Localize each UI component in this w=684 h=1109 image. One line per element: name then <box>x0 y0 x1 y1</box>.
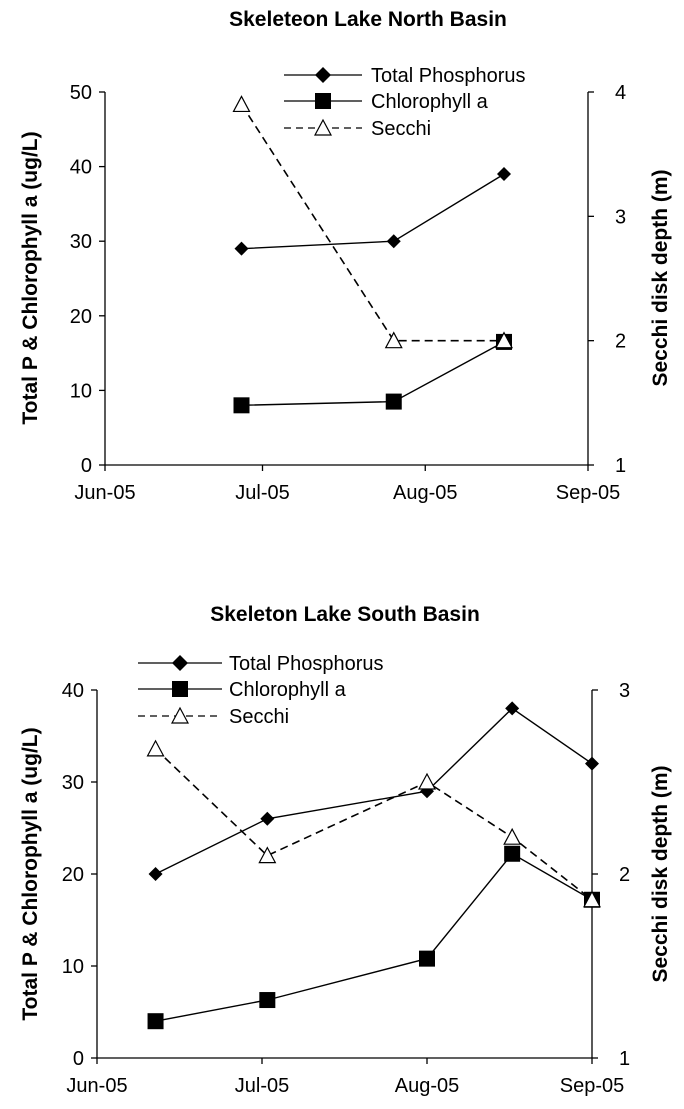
point-secchi <box>503 827 522 845</box>
y-axis-left-label: Total P & Chlorophyll a (ug/L) <box>19 727 42 1020</box>
x-tick-label: Jul-05 <box>235 482 289 504</box>
point-total-phosphorus <box>505 701 520 716</box>
series-markers <box>232 95 513 414</box>
y-axis-left-label-text: Total P & Chlorophyll a (ug/L) <box>19 131 42 424</box>
y-right-tick-label: 1 <box>619 1048 630 1070</box>
series-line-chlorophyll-a <box>241 341 505 406</box>
y-axis-right-label: Secchi disk depth (m) <box>649 169 672 386</box>
legend: Total Phosphorus Chlorophyll a Secchi <box>138 653 384 728</box>
point-secchi <box>583 890 601 908</box>
legend-marker-square <box>315 93 331 109</box>
series-line-total-phosphorus <box>155 707 593 875</box>
point-secchi <box>418 772 436 790</box>
legend-marker-triangle <box>171 706 189 724</box>
x-tick-label: Sep-05 <box>560 1075 625 1097</box>
y-right-tick-label: 2 <box>615 331 626 353</box>
point-total-phosphorus <box>148 867 163 881</box>
chart-title: Skeleteon Lake North Basin <box>229 8 507 31</box>
legend-label-secchi: Secchi <box>229 706 289 728</box>
series-line-total-phosphorus <box>241 173 505 250</box>
y-left-tick-label: 0 <box>81 455 92 477</box>
y-right-tick-label: 3 <box>619 680 630 702</box>
point-total-phosphorus <box>585 756 599 771</box>
legend-marker-diamond <box>172 655 188 671</box>
x-tick-label: Jul-05 <box>235 1075 289 1097</box>
legend-label-chlorophyll: Chlorophyll a <box>229 679 347 701</box>
y-left-tick-label: 30 <box>70 231 92 253</box>
x-tick-label: Aug-05 <box>393 482 458 504</box>
axes: 0 10 20 30 40 50 1 2 3 4 Jun-05 Jul-05 Aug-05 Sep-05 <box>70 82 626 504</box>
y-axis-right-label-text: Secchi disk depth (m) <box>649 169 672 386</box>
point-secchi <box>258 846 277 864</box>
y-left-tick-label: 50 <box>70 82 92 104</box>
y-left-tick-label: 20 <box>70 306 92 328</box>
series-lines <box>240 103 505 406</box>
chart-north-basin: Skeleteon Lake North Basin Total P & Chl… <box>19 8 672 504</box>
legend-label-chlorophyll: Chlorophyll a <box>371 91 489 113</box>
y-left-tick-label: 40 <box>62 680 84 702</box>
chart-south-basin: Skeleton Lake South Basin Total P & Chlo… <box>19 603 672 1097</box>
series-line-secchi <box>240 103 504 342</box>
point-total-phosphorus <box>260 811 275 826</box>
legend-marker-triangle <box>314 118 332 136</box>
y-axis-right-label-text: Secchi disk depth (m) <box>649 765 672 982</box>
point-chlorophyll-a <box>147 1013 164 1030</box>
y-left-tick-label: 30 <box>62 772 84 794</box>
y-left-tick-label: 20 <box>62 864 84 886</box>
legend-marker-diamond <box>315 67 331 83</box>
y-left-tick-label: 10 <box>62 956 84 978</box>
x-tick-label: Sep-05 <box>556 482 621 504</box>
y-left-tick-label: 0 <box>73 1048 84 1070</box>
axes: 0 10 20 30 40 1 2 3 Jun-05 Jul-05 Aug-05 Sep-05 <box>62 680 630 1097</box>
point-secchi <box>146 739 165 757</box>
point-secchi <box>232 95 251 113</box>
legend-marker-square <box>172 681 188 697</box>
point-total-phosphorus <box>234 241 249 256</box>
x-tick-label: Jun-05 <box>66 1075 127 1097</box>
y-axis-left-label-text: Total P & Chlorophyll a (ug/L) <box>19 727 42 1020</box>
point-chlorophyll-a <box>385 393 402 410</box>
legend-label-total-phosphorus: Total Phosphorus <box>371 65 526 87</box>
x-tick-label: Jun-05 <box>74 482 135 504</box>
y-right-tick-label: 3 <box>615 206 626 228</box>
y-right-tick-label: 1 <box>615 455 626 477</box>
point-secchi <box>495 331 513 349</box>
point-total-phosphorus <box>386 234 401 249</box>
y-left-tick-label: 10 <box>70 380 92 402</box>
y-right-tick-label: 4 <box>615 82 626 104</box>
point-chlorophyll-a <box>259 992 276 1009</box>
series-markers <box>146 701 601 1030</box>
point-chlorophyll-a <box>233 397 250 414</box>
point-chlorophyll-a <box>504 845 521 862</box>
point-chlorophyll-a <box>419 950 435 967</box>
y-axis-right-label: Secchi disk depth (m) <box>649 765 672 982</box>
x-tick-label: Aug-05 <box>395 1075 460 1097</box>
series-line-secchi <box>154 748 593 901</box>
legend-label-secchi: Secchi <box>371 118 431 140</box>
series-lines <box>154 707 593 1022</box>
y-right-tick-label: 2 <box>619 864 630 886</box>
legend: Total Phosphorus Chlorophyll a Secchi <box>284 65 526 140</box>
y-axis-left-label: Total P & Chlorophyll a (ug/L) <box>19 131 42 424</box>
point-secchi <box>384 331 403 349</box>
legend-label-total-phosphorus: Total Phosphorus <box>229 653 384 675</box>
point-total-phosphorus <box>497 167 511 182</box>
series-line-chlorophyll-a <box>155 852 593 1022</box>
chart-title: Skeleton Lake South Basin <box>210 603 480 626</box>
y-left-tick-label: 40 <box>70 157 92 179</box>
